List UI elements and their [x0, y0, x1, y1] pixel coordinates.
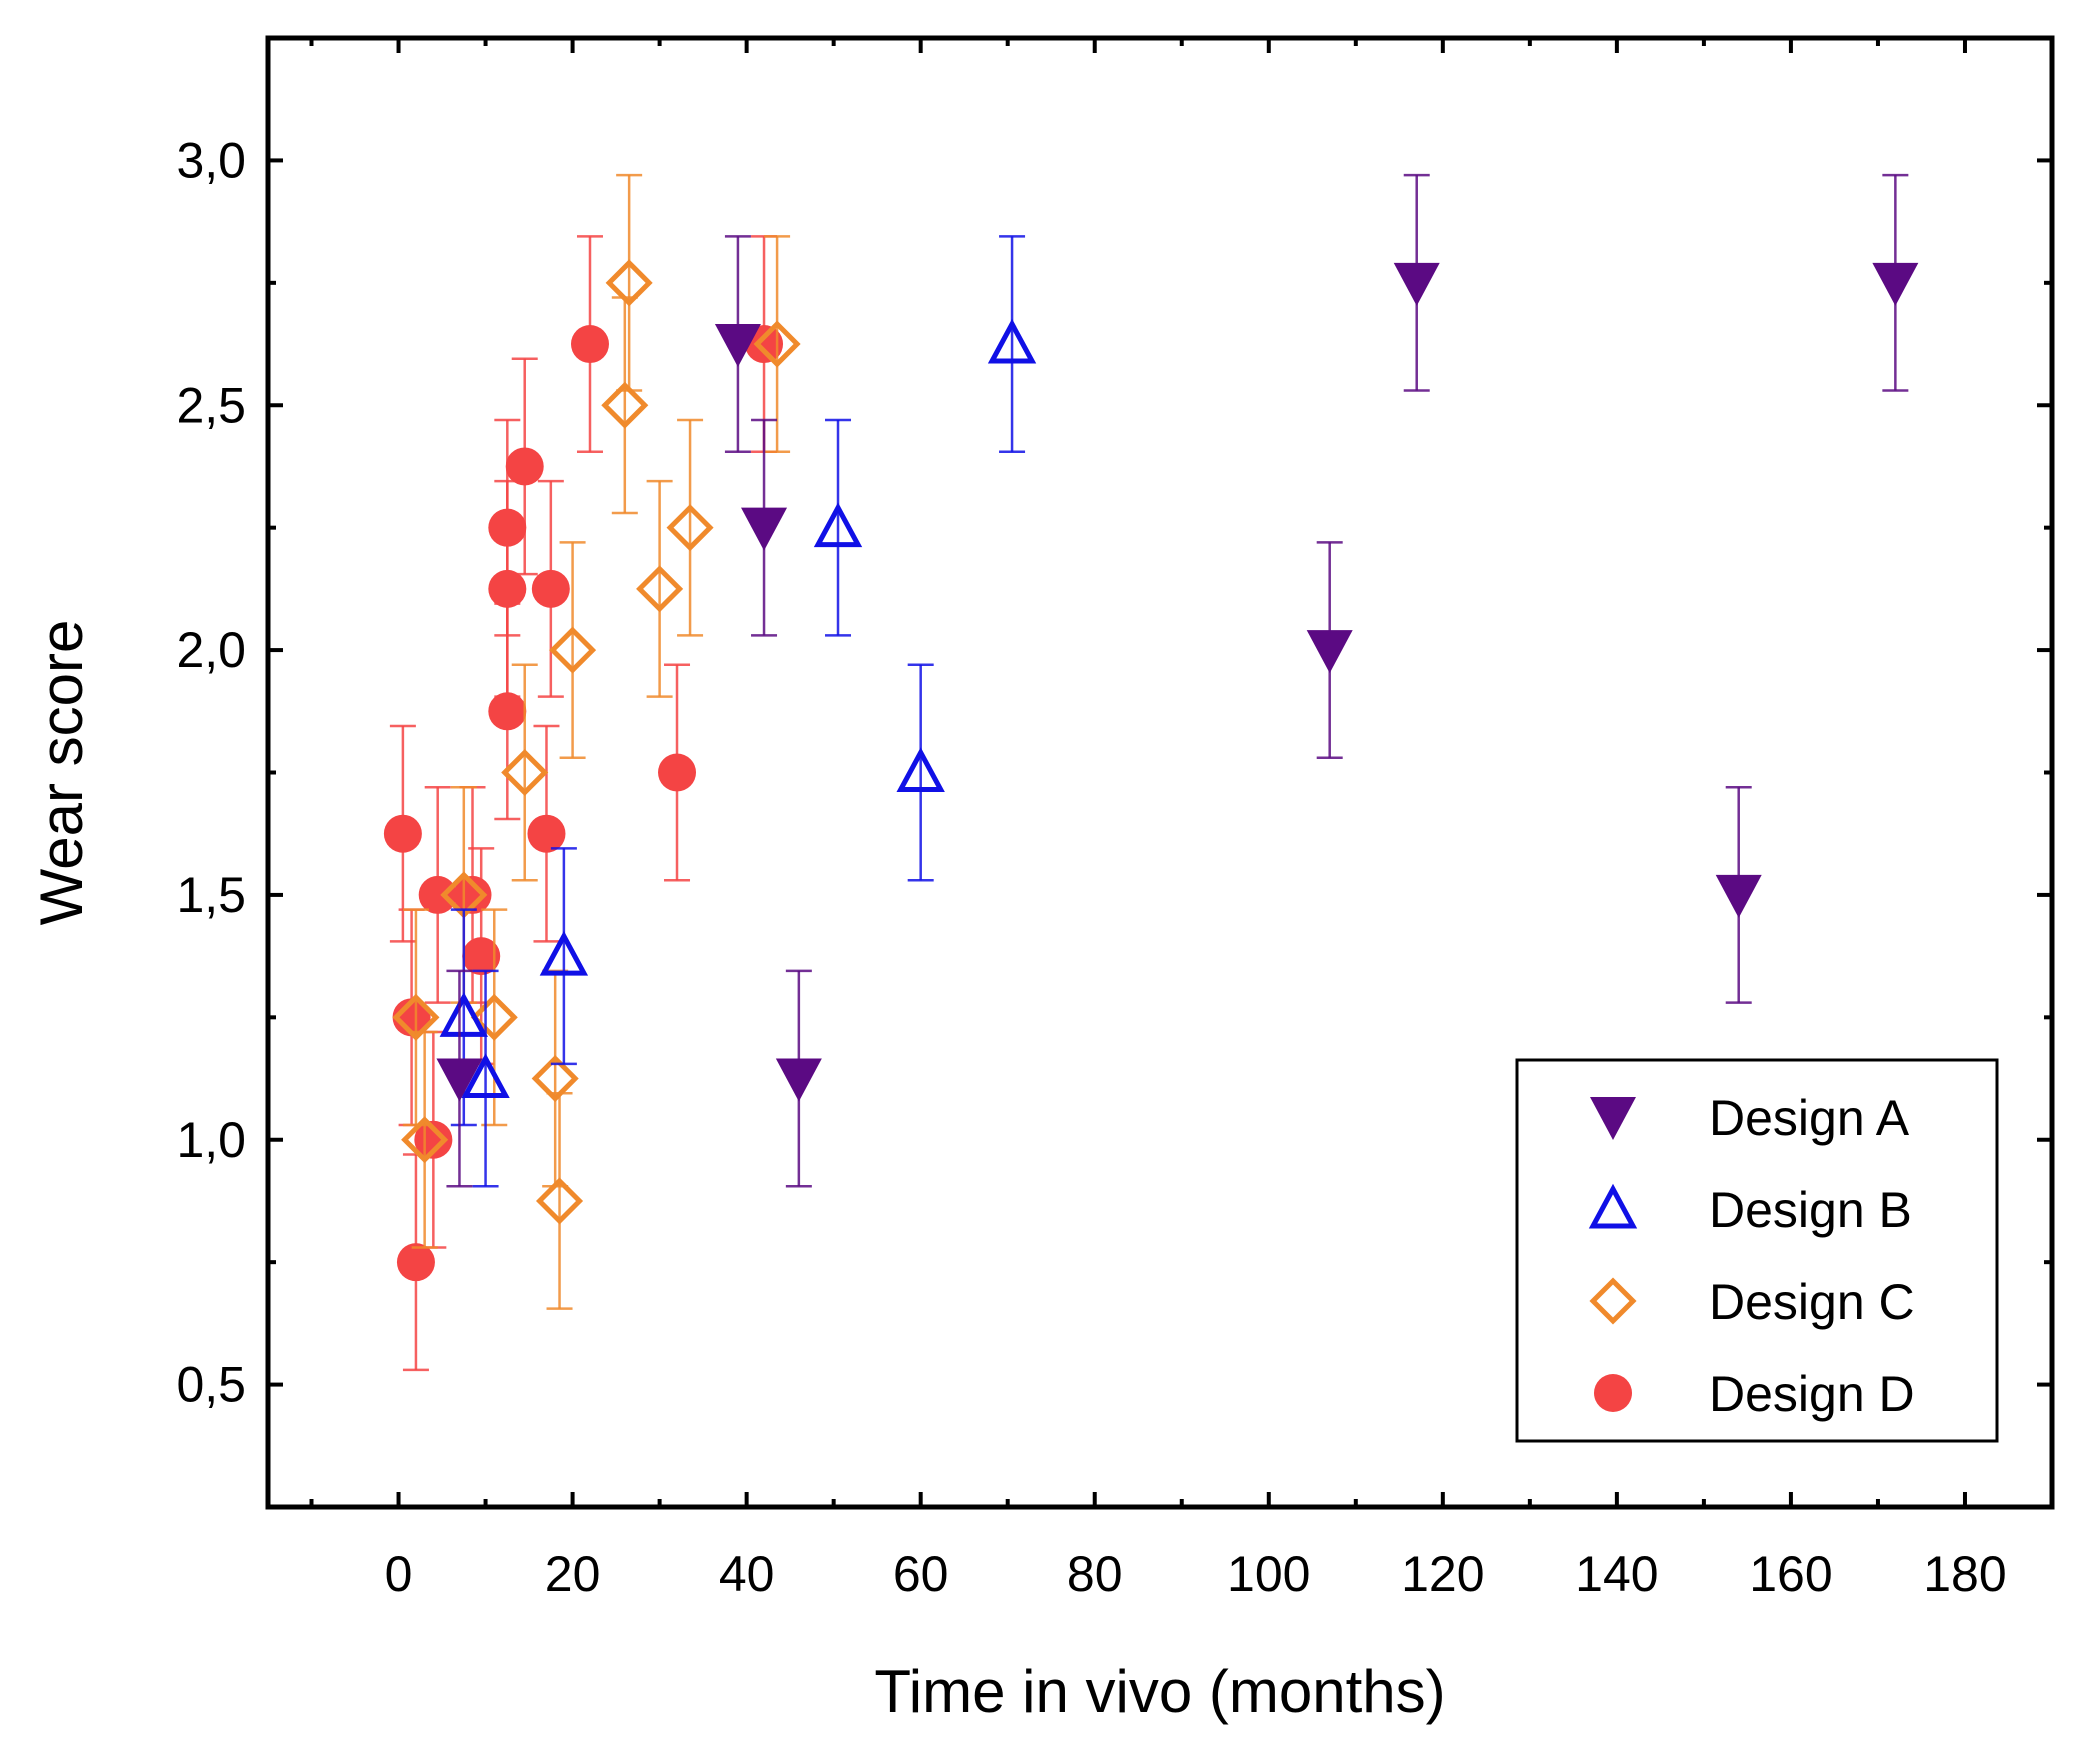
data-point [539, 930, 589, 976]
error-bar [907, 663, 934, 882]
data-point [601, 381, 649, 429]
legend-marker-design-a [1590, 1097, 1636, 1140]
data-point [658, 753, 697, 792]
x-tick-label: 180 [1923, 1546, 2006, 1602]
data-point [753, 320, 801, 368]
error-bar [550, 847, 577, 1066]
error-bar [472, 969, 499, 1188]
data-point [418, 875, 457, 914]
x-tick-label: 140 [1575, 1546, 1658, 1602]
data-point [531, 1055, 579, 1103]
plot-marks [383, 173, 1919, 1372]
error-bar [677, 418, 704, 637]
series-design-a [436, 173, 1919, 1188]
x-tick-label: 0 [385, 1546, 413, 1602]
x-tick-label: 100 [1227, 1546, 1310, 1602]
y-axis-title: Wear score [28, 620, 95, 926]
series-design-b [439, 235, 1037, 1188]
x-axis-title: Time in vivo (months) [874, 1658, 1445, 1725]
error-bar [559, 541, 586, 760]
legend-label-design-a: Design A [1709, 1090, 1910, 1146]
x-tick-label: 80 [1067, 1546, 1123, 1602]
data-point [505, 447, 544, 486]
data-point [813, 502, 863, 548]
data-point [535, 1177, 584, 1225]
axes: 0 20 40 60 80 100 120 140 160 180 0,5 1,0 1,5 2,0 2,5 3… [176, 38, 2052, 1602]
legend-box [1515, 1058, 1999, 1443]
data-point [488, 508, 527, 547]
x-tick-label: 60 [893, 1546, 949, 1602]
error-bar [511, 663, 538, 882]
data-point [396, 1243, 435, 1282]
data-point [531, 569, 570, 608]
data-point [488, 569, 527, 608]
data-point [401, 1116, 449, 1164]
series-design-c [392, 173, 801, 1310]
series-design-d [383, 235, 784, 1372]
x-tick-label: 160 [1749, 1546, 1832, 1602]
legend-label-design-d: Design D [1709, 1366, 1915, 1422]
data-point [488, 692, 527, 731]
data-point [775, 1058, 822, 1102]
data-point [987, 318, 1037, 364]
data-point [636, 565, 684, 613]
data-point [439, 992, 488, 1037]
data-point [605, 259, 653, 307]
y-tick-label: 1,0 [176, 1112, 246, 1168]
legend: Design A Design B Design C Design D [1515, 1058, 1999, 1443]
legend-label-design-b: Design B [1709, 1182, 1912, 1238]
y-tick-label: 2,0 [176, 622, 246, 678]
x-tick-label: 120 [1401, 1546, 1484, 1602]
legend-label-design-c: Design C [1709, 1274, 1915, 1330]
error-bar [646, 479, 673, 698]
data-point [1872, 262, 1919, 306]
data-point [1306, 630, 1353, 674]
legend-marker-design-c [1589, 1277, 1637, 1325]
data-point [392, 993, 440, 1041]
data-point [501, 748, 549, 797]
data-point [549, 626, 597, 674]
y-tick-label: 0,5 [176, 1357, 246, 1413]
data-point [570, 325, 609, 364]
y-tick-label: 2,5 [176, 377, 246, 433]
y-tick-label: 3,0 [176, 132, 246, 188]
legend-marker-design-d [1594, 1374, 1632, 1412]
data-point [741, 507, 788, 551]
data-point [462, 937, 501, 976]
data-point [383, 814, 422, 853]
error-bar [999, 235, 1026, 454]
x-tick-label: 40 [719, 1546, 775, 1602]
data-point [461, 1053, 510, 1099]
data-point [1715, 874, 1762, 918]
data-point [527, 814, 566, 853]
data-point [666, 504, 714, 552]
error-bar [764, 235, 791, 454]
data-point [470, 993, 518, 1041]
data-point [896, 747, 945, 792]
data-point [714, 324, 761, 368]
error-bar [825, 418, 852, 637]
x-tick-label: 20 [545, 1546, 601, 1602]
data-point [436, 1058, 483, 1102]
y-tick-label: 1,5 [176, 867, 246, 923]
legend-marker-design-b [1588, 1183, 1638, 1229]
data-point [1393, 262, 1440, 306]
